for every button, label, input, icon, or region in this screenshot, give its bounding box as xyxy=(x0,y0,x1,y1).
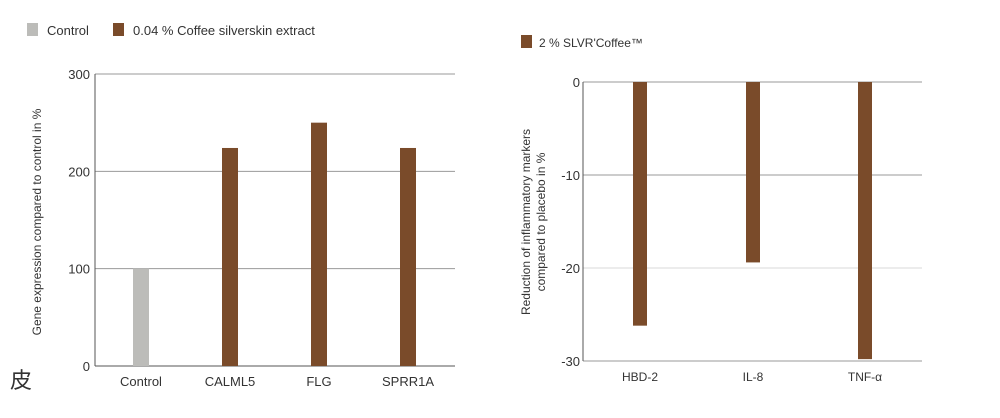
bar-right-1 xyxy=(746,82,760,263)
legend-label-0: Control xyxy=(47,23,89,38)
x-tick-left-0: Control xyxy=(120,374,162,389)
x-tick-left-2: FLG xyxy=(306,374,331,389)
y-tick-left-1: 100 xyxy=(68,262,90,277)
bar-left-1 xyxy=(222,147,238,366)
y-tick-right-3: -30 xyxy=(561,354,580,369)
side-glyph: 皮 xyxy=(10,368,32,393)
legend-label-1: 0.04 % Coffee silverskin extract xyxy=(133,23,315,38)
bar-right-2 xyxy=(858,82,872,360)
y-tick-left-3: 300 xyxy=(68,67,90,82)
y-axis-label-right: Reduction of inflammatory markerscompare… xyxy=(519,129,548,315)
x-tick-right-0: HBD-2 xyxy=(622,370,658,384)
y-axis-label-left: Gene expression compared to control in % xyxy=(30,108,44,335)
legend-label-right-0: 2 % SLVR'Coffee™ xyxy=(539,36,643,50)
legend-swatch-right-0 xyxy=(521,35,532,48)
bar-right-0 xyxy=(633,82,647,326)
x-tick-left-1: CALML5 xyxy=(205,374,256,389)
x-tick-right-2: TNF-α xyxy=(848,370,882,384)
y-tick-right-1: -10 xyxy=(561,168,580,183)
x-tick-right-1: IL-8 xyxy=(743,370,764,384)
y-tick-right-0: 0 xyxy=(573,75,580,90)
bar-left-2 xyxy=(311,122,327,367)
y-tick-left-2: 200 xyxy=(68,164,90,179)
legend-swatch-0 xyxy=(27,23,38,36)
bar-left-0 xyxy=(133,268,149,366)
legend-swatch-1 xyxy=(113,23,124,36)
bar-left-3 xyxy=(400,147,416,366)
x-tick-left-3: SPRR1A xyxy=(382,374,434,389)
y-tick-left-0: 0 xyxy=(83,359,90,374)
y-tick-right-2: -20 xyxy=(561,261,580,276)
